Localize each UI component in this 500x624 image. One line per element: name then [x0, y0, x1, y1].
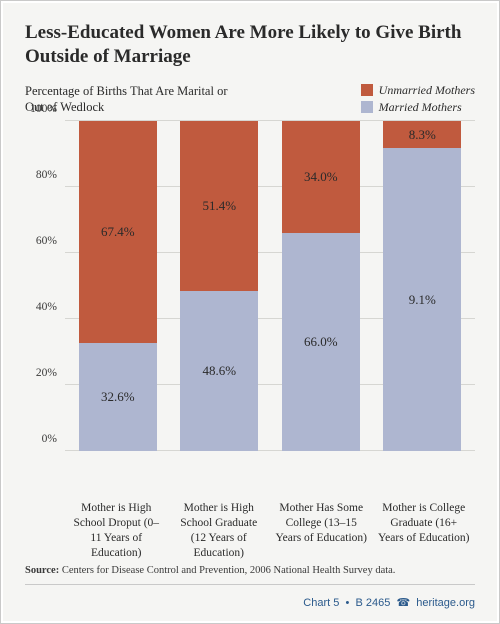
footer-chart-id: Chart 5 [303, 597, 339, 609]
ytick: 40% [36, 301, 57, 313]
bar-column: 67.4%32.6% [71, 121, 164, 451]
chart-inner: Less-Educated Women Are More Likely to G… [3, 3, 497, 621]
legend-item-married: Married Mothers [361, 100, 475, 115]
ytick: 20% [36, 367, 57, 379]
bar-segment-unmarried: 34.0% [282, 121, 360, 233]
stacked-bar: 67.4%32.6% [79, 121, 157, 451]
bar-segment-unmarried: 51.4% [180, 121, 258, 291]
ytick: 80% [36, 169, 57, 181]
bars-container: 67.4%32.6% 51.4%48.6% 34.0%66.0% 8.3%9.1% [65, 121, 475, 451]
y-axis: 0% 20% 40% 60% 80% 100% [25, 121, 65, 451]
bar-segment-married: 9.1% [383, 148, 461, 451]
ytick: 0% [42, 433, 57, 445]
legend-item-unmarried: Unmarried Mothers [361, 83, 475, 98]
bar-column: 34.0%66.0% [274, 121, 367, 451]
bar-segment-married: 48.6% [180, 291, 258, 451]
swatch-unmarried [361, 84, 373, 96]
stacked-bar: 51.4%48.6% [180, 121, 258, 451]
source-text: Centers for Disease Control and Preventi… [62, 565, 396, 576]
subtitle-row: Percentage of Births That Are Marital or… [25, 83, 475, 116]
source-line: Source: Centers for Disease Control and … [25, 565, 475, 585]
x-label: Mother Has Some College (13–15 Years of … [274, 501, 368, 561]
bar-segment-unmarried: 8.3% [383, 121, 461, 148]
footer: Chart 5 • B 2465 ☎ heritage.org [303, 596, 475, 609]
bar-segment-married: 66.0% [282, 233, 360, 451]
x-label: Mother is High School Droput (0–11 Years… [69, 501, 163, 561]
plot-area: 67.4%32.6% 51.4%48.6% 34.0%66.0% 8.3%9.1% [65, 121, 475, 451]
ytick: 100% [30, 103, 57, 115]
x-label: Mother is High School Graduate (12 Years… [172, 501, 266, 561]
bar-segment-unmarried: 67.4% [79, 121, 157, 343]
bell-icon: ☎ [396, 597, 410, 609]
chart-area: 0% 20% 40% 60% 80% 100% 67.4%32.6%51.4%4… [25, 121, 475, 493]
x-label: Mother is College Graduate (16+ Years of… [377, 501, 471, 561]
stacked-bar: 8.3%9.1% [383, 121, 461, 451]
legend-label-unmarried: Unmarried Mothers [379, 83, 475, 98]
bar-column: 8.3%9.1% [376, 121, 469, 451]
footer-site: heritage.org [416, 597, 475, 609]
bar-column: 51.4%48.6% [173, 121, 266, 451]
x-axis: Mother is High School Droput (0–11 Years… [25, 493, 475, 561]
footer-code: B 2465 [355, 597, 390, 609]
stacked-bar: 34.0%66.0% [282, 121, 360, 451]
bar-segment-married: 32.6% [79, 343, 157, 451]
source-prefix: Source: [25, 565, 59, 576]
chart-card: Less-Educated Women Are More Likely to G… [0, 0, 500, 624]
swatch-married [361, 101, 373, 113]
chart-title: Less-Educated Women Are More Likely to G… [25, 21, 475, 69]
legend: Unmarried Mothers Married Mothers [361, 83, 475, 115]
legend-label-married: Married Mothers [379, 100, 462, 115]
ytick: 60% [36, 235, 57, 247]
